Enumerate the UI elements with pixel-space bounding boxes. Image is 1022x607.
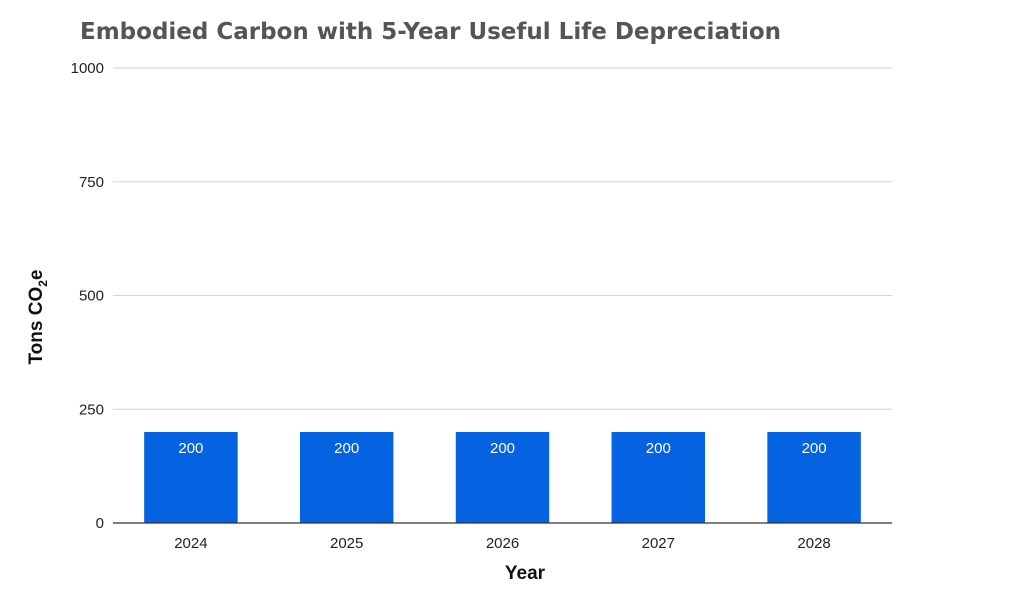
bar (144, 432, 238, 523)
y-tick-label: 500 (79, 288, 104, 305)
y-axis-title: Tons CO2e (26, 269, 50, 364)
x-tick-label: 2027 (642, 535, 675, 552)
y-axis-title-subscript: 2 (36, 280, 50, 287)
y-tick-labels: 0 250 500 750 1000 (71, 60, 104, 532)
bar (611, 432, 706, 523)
bar-value-label: 200 (334, 440, 359, 457)
chart-title: Embodied Carbon with 5-Year Useful Life … (80, 19, 781, 45)
bar-value-label: 200 (802, 440, 827, 457)
y-tick-label: 250 (79, 401, 104, 418)
x-axis-title: Year (505, 563, 546, 584)
y-tick-label: 0 (96, 515, 104, 532)
bar-value-label: 200 (646, 440, 671, 457)
bars (144, 432, 861, 523)
bar (767, 432, 861, 523)
x-tick-labels: 2024 2025 2026 2027 2028 (174, 535, 831, 552)
x-tick-label: 2024 (174, 535, 207, 552)
bar (455, 432, 550, 523)
y-tick-label: 750 (79, 174, 104, 191)
x-tick-label: 2025 (330, 535, 363, 552)
bar-value-label: 200 (490, 440, 515, 457)
y-axis-title-main: Tons CO (26, 287, 47, 365)
y-tick-label: 1000 (71, 60, 104, 77)
data-labels: 200 200 200 200 200 (178, 440, 826, 457)
y-axis-title-suffix: e (26, 269, 47, 280)
gridlines (113, 67, 892, 410)
x-tick-label: 2028 (797, 535, 830, 552)
x-tick-label: 2026 (486, 535, 519, 552)
bar (299, 432, 394, 523)
bar-value-label: 200 (178, 440, 203, 457)
